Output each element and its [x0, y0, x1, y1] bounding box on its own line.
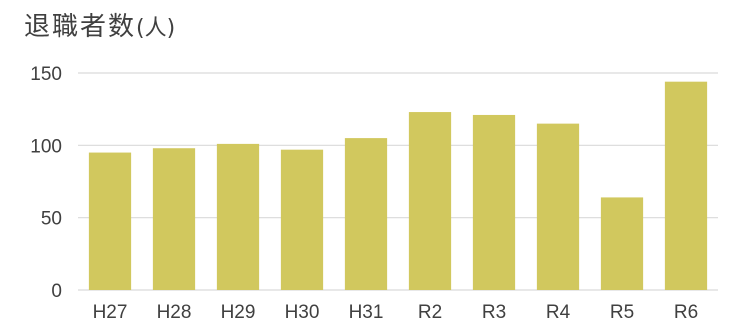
- x-tick-label-H31: H31: [349, 302, 384, 323]
- bar-R5: [600, 197, 644, 290]
- x-tick-label-H28: H28: [157, 302, 192, 323]
- bar-R3: [472, 114, 516, 290]
- y-tick-label: 100: [30, 136, 62, 157]
- bar-H28: [152, 148, 196, 290]
- y-tick-label: 50: [41, 209, 62, 230]
- chart-title-unit: (人): [136, 16, 176, 41]
- x-tick-label-H29: H29: [221, 302, 256, 323]
- bar-H29: [216, 143, 260, 290]
- bars: [88, 81, 708, 291]
- x-tick-label-R5: R5: [610, 302, 634, 323]
- x-tick-label-H27: H27: [93, 302, 128, 323]
- bar-R2: [408, 112, 452, 290]
- chart-title-text: 退職者数: [24, 12, 137, 42]
- x-tick-label-R3: R3: [482, 302, 506, 323]
- x-axis-labels: H27 H28 H29 H30 H31 R2 R3 R4 R5 R6: [93, 302, 699, 323]
- bar-H31: [344, 138, 388, 290]
- x-tick-label-R2: R2: [418, 302, 442, 323]
- y-tick-label: 150: [30, 64, 62, 85]
- bar-H30: [280, 149, 324, 290]
- y-tick-label: 0: [51, 281, 62, 302]
- x-tick-label-R4: R4: [546, 302, 571, 323]
- bar-H27: [88, 152, 132, 290]
- bar-R4: [536, 123, 580, 290]
- x-tick-label-H30: H30: [285, 302, 320, 323]
- x-tick-label-R6: R6: [674, 302, 698, 323]
- chart-title: 退職者数(人): [24, 6, 175, 43]
- y-axis-labels: 0 50 100 150: [30, 64, 62, 302]
- bar-R6: [664, 81, 708, 291]
